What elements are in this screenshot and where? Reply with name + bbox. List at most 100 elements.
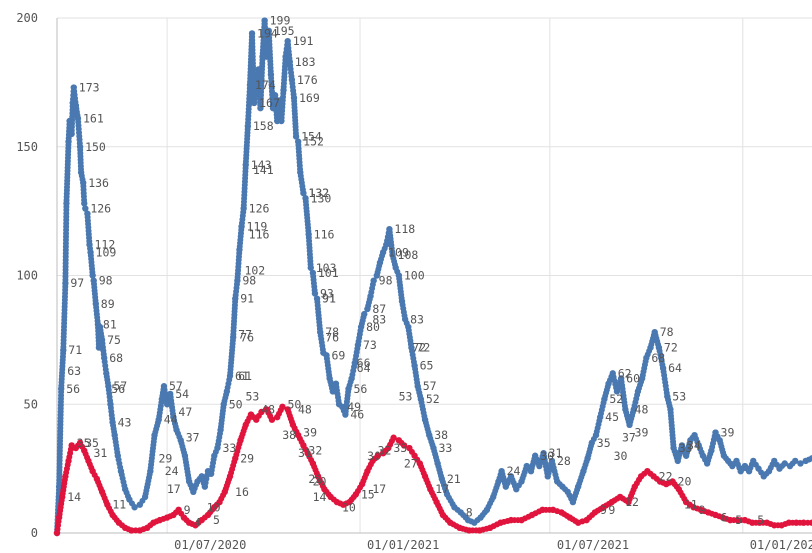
data-label: 78 [660, 325, 674, 339]
data-label: 5 [735, 513, 742, 527]
data-label: 72 [412, 341, 426, 355]
data-label: 98 [99, 274, 113, 288]
x-tick-label: 01/07/2020 [174, 538, 246, 552]
data-label: 93 [320, 287, 334, 301]
y-tick-label: 0 [31, 526, 38, 540]
data-label: 24 [165, 464, 179, 478]
series-1-point [800, 519, 807, 526]
series-1-point [268, 416, 276, 423]
data-label: 31 [298, 446, 312, 460]
data-label: 75 [107, 333, 121, 347]
data-label: 56 [111, 382, 125, 396]
data-label: 57 [113, 379, 127, 393]
data-label: 83 [372, 312, 386, 326]
data-label: 46 [350, 408, 364, 422]
data-label: 31 [549, 446, 563, 460]
data-label: 97 [70, 276, 84, 290]
data-label: 37 [186, 431, 200, 445]
data-label: 63 [67, 364, 81, 378]
data-label: 33 [222, 441, 236, 455]
data-label: 158 [253, 119, 274, 133]
grid [57, 17, 812, 534]
data-label: 116 [314, 227, 335, 241]
data-label: 20 [678, 475, 692, 489]
series-0-point [81, 200, 88, 207]
series-1-point [279, 403, 286, 411]
data-label: 45 [605, 410, 619, 424]
data-label: 9 [184, 503, 191, 517]
data-label: 65 [420, 359, 434, 373]
data-label: 109 [388, 245, 409, 259]
data-label: 76 [325, 330, 339, 344]
data-label: 28 [557, 454, 571, 468]
data-label: 108 [398, 248, 419, 262]
data-label: 10 [207, 500, 221, 514]
data-label: 118 [394, 222, 415, 236]
data-label: 52 [609, 392, 623, 406]
data-label: 68 [651, 351, 665, 365]
axes: 0 50 100 150 200 01/07/2020 01/01/2021 01/07/20… [16, 11, 812, 552]
data-label: 132 [308, 186, 329, 200]
data-label: 9 [600, 503, 607, 517]
data-label: 83 [410, 312, 424, 326]
data-label: 32 [308, 444, 322, 458]
data-label: 126 [90, 202, 111, 216]
x-tick-label: 01/01/2022 [750, 538, 812, 552]
series-0-point [792, 457, 799, 465]
data-label: 17 [167, 482, 181, 496]
data-label: 24 [507, 464, 521, 478]
data-label: 21 [308, 472, 322, 486]
data-label: 17 [435, 482, 449, 496]
data-label: 173 [79, 81, 100, 95]
data-label: 132 [308, 186, 329, 200]
data-label: 191 [293, 34, 314, 48]
series-1-point [128, 527, 135, 534]
data-label: 34 [687, 438, 701, 452]
series-0-point [781, 460, 788, 467]
data-label: 16 [235, 485, 249, 499]
data-label: 35 [597, 436, 611, 450]
data-label: 80 [366, 320, 380, 334]
data-label: 17 [372, 482, 386, 496]
data-label: 32 [378, 444, 392, 458]
data-label: 62 [618, 366, 632, 380]
data-label: 136 [88, 176, 109, 190]
data-label: 61 [235, 369, 249, 383]
series-0-point [131, 504, 138, 511]
data-label: 109 [96, 245, 117, 259]
data-label: 194 [257, 26, 278, 40]
data-label: 119 [247, 220, 268, 234]
data-label: 39 [303, 426, 317, 440]
y-tick-label: 200 [16, 11, 38, 25]
data-label: 14 [313, 490, 327, 504]
series-1-point [390, 434, 397, 441]
data-label: 69 [331, 348, 345, 362]
series-0-point [361, 310, 368, 318]
data-label: 98 [379, 274, 393, 288]
data-label: 14 [67, 490, 81, 504]
data-label: 43 [118, 415, 132, 429]
data-label: 72 [416, 341, 430, 355]
data-label: 57 [169, 379, 183, 393]
data-label: 152 [303, 135, 324, 149]
data-label: 154 [301, 129, 322, 143]
data-label: 112 [95, 238, 116, 252]
data-label: 76 [240, 330, 254, 344]
data-label: 8 [466, 505, 473, 519]
data-label: 174 [255, 78, 276, 92]
data-label: 48 [261, 402, 275, 416]
data-label: 126 [249, 202, 270, 216]
data-label: 33 [679, 441, 693, 455]
series-1-point [258, 408, 265, 416]
y-tick-label: 100 [16, 269, 38, 283]
data-label: 31 [93, 446, 107, 460]
data-label: 15 [361, 487, 375, 501]
data-label: 57 [423, 379, 437, 393]
series-0-point [300, 189, 307, 197]
data-label: 4 [194, 516, 201, 530]
data-label: 12 [625, 495, 639, 509]
data-label: 102 [244, 263, 265, 277]
data-label: 183 [295, 55, 316, 69]
data-label: 56 [354, 382, 368, 396]
data-label: 71 [68, 343, 82, 357]
